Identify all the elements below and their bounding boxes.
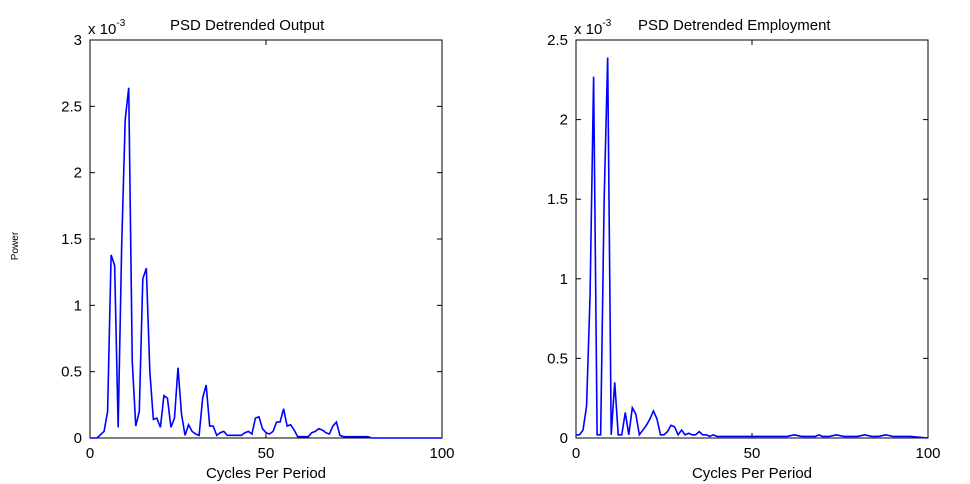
chart-title: PSD Detrended Employment [638, 17, 831, 34]
x-tick-label: 0 [86, 445, 94, 462]
x-axis-label: Cycles Per Period [206, 465, 326, 482]
x-tick-label: 50 [744, 445, 761, 462]
x-tick-label: 50 [258, 445, 275, 462]
x-axis-label: Cycles Per Period [692, 465, 812, 482]
x-tick-label: 0 [572, 445, 580, 462]
series-line [90, 87, 442, 439]
y-tick-label: 1 [74, 297, 82, 314]
y-tick-label: 2.5 [547, 32, 568, 49]
tick-labels: 0 50 100 0 0.5 1 1.5 2 2.5 3 [61, 32, 454, 462]
y-tick-label: 0 [74, 430, 82, 447]
chart-title: PSD Detrended Output [170, 17, 325, 34]
x-tick-label: 100 [915, 445, 940, 462]
series-line [576, 57, 929, 439]
y-tick-label: 0.5 [61, 364, 82, 381]
y-tick-label: 1 [560, 271, 568, 288]
y-tick-label: 2 [74, 165, 82, 182]
chart-panel-output: 0 50 100 0 0.5 1 1.5 2 2.5 3 x 10-3 PSD Detrended… [10, 17, 455, 482]
y-tick-label: 0 [560, 430, 568, 447]
y-tick-label: 0.5 [547, 350, 568, 367]
exponent-label: x 10-3 [574, 18, 612, 38]
y-tick-label: 2 [560, 112, 568, 129]
tick-labels: 0 50 100 0 0.5 1 1.5 2 2.5 [547, 32, 940, 462]
y-axis-label: Power [10, 231, 21, 260]
chart-panel-employment: 0 50 100 0 0.5 1 1.5 2 2.5 x 10-3 PSD Detrended … [547, 17, 940, 482]
tick-marks [89, 39, 443, 439]
y-tick-label: 1.5 [61, 231, 82, 248]
x-tick-label: 100 [429, 445, 454, 462]
exponent-label: x 10-3 [88, 18, 126, 38]
y-tick-label: 1.5 [547, 191, 568, 208]
y-tick-label: 3 [74, 32, 82, 49]
y-tick-label: 2.5 [61, 98, 82, 115]
